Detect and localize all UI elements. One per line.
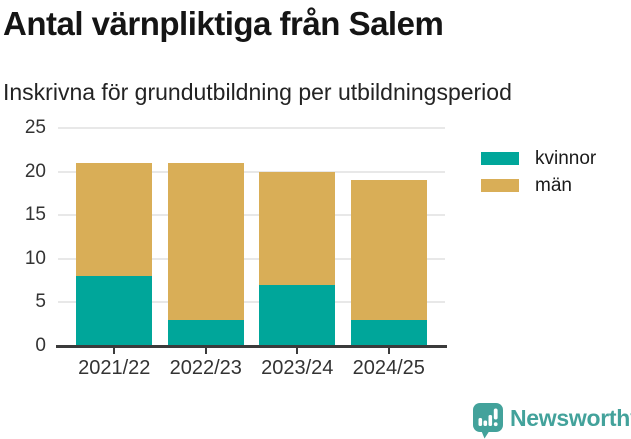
- y-tick-label: 20: [24, 160, 46, 182]
- y-tick-label: 5: [35, 291, 46, 313]
- bar-2024/25-kvinnor: [350, 319, 427, 346]
- bar-2024/25-män: [350, 180, 427, 320]
- y-tick-label: 0: [35, 335, 46, 356]
- gridline-10: [58, 257, 445, 260]
- x-tick: [113, 348, 116, 354]
- newsworthy-logo-icon: [473, 403, 503, 439]
- y-tick-label: 10: [24, 247, 46, 269]
- bar-2023/24-kvinnor: [259, 284, 336, 346]
- x-axis-line: [56, 345, 447, 348]
- legend-label: kvinnor: [535, 147, 597, 169]
- x-tick: [204, 348, 207, 354]
- legend-swatch-män: [481, 179, 519, 192]
- bar-2021/22-kvinnor: [76, 276, 153, 346]
- gridline-15: [58, 214, 445, 217]
- legend-swatch-kvinnor: [481, 152, 519, 165]
- x-tick: [387, 348, 390, 354]
- bar-2023/24-män: [259, 171, 336, 285]
- gridline-25: [58, 127, 445, 129]
- bar-2021/22-män: [76, 162, 153, 277]
- x-tick-label: 2021/22: [78, 357, 151, 379]
- x-tick-label: 2023/24: [261, 357, 334, 379]
- x-tick-label: 2022/23: [169, 357, 242, 379]
- bar-2022/23-män: [167, 162, 244, 320]
- x-tick: [296, 348, 299, 354]
- legend-label: män: [535, 174, 572, 196]
- y-tick-label: 15: [24, 204, 46, 226]
- gridline-20: [58, 170, 445, 173]
- brand-name: Newsworthy: [510, 405, 631, 431]
- y-tick-label: 25: [24, 117, 46, 138]
- bar-2022/23-kvinnor: [167, 319, 244, 346]
- legend: kvinnor män: [481, 145, 596, 199]
- chart-title: Antal värnpliktiga från Salem: [3, 5, 444, 42]
- gridline-5: [58, 301, 445, 304]
- legend-item-män: män: [481, 172, 596, 199]
- legend-item-kvinnor: kvinnor: [481, 145, 596, 172]
- x-tick-label: 2024/25: [352, 357, 425, 379]
- chart-subtitle: Inskrivna för grundutbildning per utbild…: [3, 79, 512, 105]
- brand-footer: Newsworthy: [472, 402, 631, 439]
